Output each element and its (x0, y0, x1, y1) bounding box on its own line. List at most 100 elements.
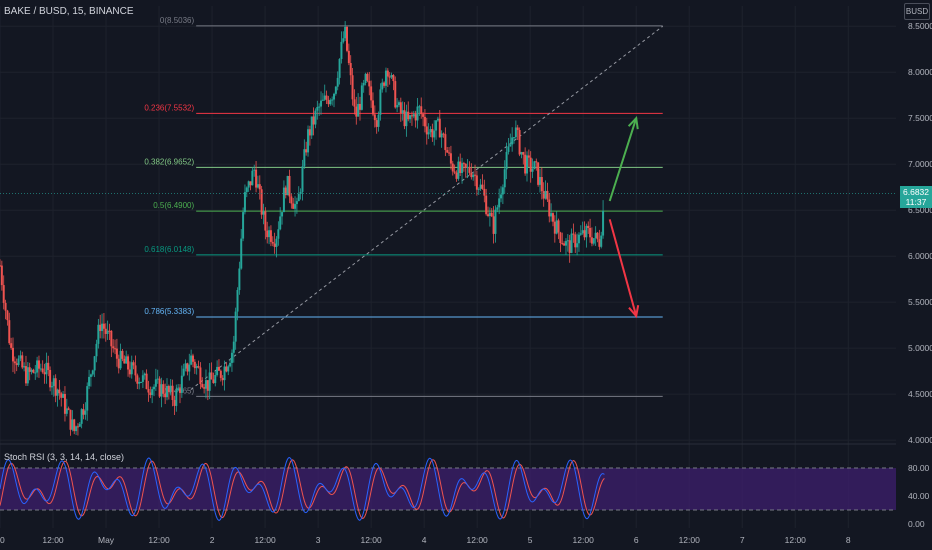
candle-body (334, 86, 337, 94)
candle-body (236, 290, 239, 312)
price-unit-label[interactable]: BUSD (904, 3, 930, 20)
candle-body (525, 155, 528, 174)
candle-body (524, 154, 527, 174)
candle-body (184, 363, 187, 369)
candle-body (462, 163, 465, 165)
candle-body (262, 211, 265, 215)
candle-body (34, 372, 37, 374)
projection-arrows[interactable] (608, 116, 640, 319)
bar-countdown: 11:37 (905, 197, 927, 207)
time-tick-label: 12:00 (785, 535, 807, 545)
price-axis[interactable]: 8.5000 8.0000 7.5000 7.0000 6.5000 6.0000 5.50… (908, 21, 932, 529)
candle-body (284, 187, 287, 196)
candle-body (76, 426, 79, 428)
candle-body (294, 204, 297, 209)
candle-body (550, 213, 553, 217)
indicator-label[interactable]: Stoch RSI (3, 3, 14, 14, close) (4, 452, 125, 462)
candle-body (297, 193, 300, 202)
candle-body (310, 116, 313, 136)
candle-body (154, 379, 157, 387)
candle-body (392, 75, 395, 82)
time-tick-label: 12:00 (360, 535, 382, 545)
candle-body (50, 386, 53, 388)
candle-body (457, 161, 460, 179)
price-tick-label: 5.5000 (908, 297, 932, 307)
candle-body (333, 93, 336, 100)
candle-body (403, 110, 406, 127)
candle-body (58, 389, 61, 394)
candle-body (327, 99, 330, 105)
candle-body (140, 381, 143, 383)
candle-body (177, 388, 180, 391)
price-tick-label: 6.0000 (908, 251, 932, 261)
candle-body (349, 63, 352, 76)
candle-body (47, 362, 50, 370)
candle-body (238, 268, 241, 291)
candle-body (227, 366, 230, 372)
candle-body (19, 355, 22, 359)
candle-body (84, 410, 87, 415)
candle-body (0, 265, 3, 286)
candle-body (572, 233, 575, 235)
time-tick-label: 12:00 (148, 535, 170, 545)
candle-body (407, 111, 410, 120)
candle-body (344, 26, 347, 39)
fib-level-label: 0.382(6.9652) (144, 157, 194, 166)
candle-body (466, 167, 469, 169)
candle-body (555, 220, 558, 234)
candle-body (37, 360, 40, 369)
candle-body (130, 362, 133, 375)
candle-body (538, 177, 541, 185)
time-axis[interactable]: 30 12:00 May 12:00 2 12:00 3 12:00 4 12:00 5 12:00 6… (0, 535, 851, 545)
candle-body (88, 376, 91, 387)
candle-body (589, 227, 592, 238)
symbol-title[interactable]: BAKE / BUSD, 15, BINANCE (4, 6, 134, 17)
candle-body (577, 234, 580, 244)
candle-body (290, 196, 293, 204)
candle-body (470, 172, 473, 178)
candle-body (566, 240, 569, 242)
candle-body (143, 373, 146, 376)
candle-body (381, 82, 384, 90)
candle-body (423, 116, 426, 127)
candle-body (388, 76, 391, 78)
candle-body (537, 162, 540, 185)
candle-body (166, 385, 169, 398)
candle-body (127, 356, 130, 370)
price-tick-label: 8.0000 (908, 67, 932, 77)
candle-body (448, 152, 451, 154)
candle-body (158, 378, 161, 397)
stoch-tick-label: 40.00 (908, 491, 930, 501)
candle-body (62, 393, 65, 398)
candle-body (223, 366, 226, 381)
candle-body (195, 366, 198, 369)
candle-body (455, 172, 458, 179)
candle-body (501, 187, 504, 195)
fib-retracement[interactable]: 0(8.5036) 0.236(7.5532) 0.382(6.9652) 0.5(6… (144, 16, 663, 397)
candle-body (269, 230, 272, 242)
candle-body (340, 41, 343, 60)
candle-body (305, 149, 308, 153)
candle-body (225, 366, 228, 372)
price-tick-label: 7.0000 (908, 159, 932, 169)
candle-body (442, 133, 445, 135)
candle-body (138, 381, 141, 384)
candle-body (232, 341, 235, 353)
candle-body (353, 99, 356, 107)
last-price-value: 6.6832 (903, 187, 929, 197)
candle-body (396, 105, 399, 108)
candle-body (110, 330, 113, 347)
candle-body (80, 409, 83, 424)
candle-body (156, 378, 159, 380)
candle-body (97, 324, 100, 344)
candle-body (527, 155, 530, 158)
fib-level-label: 0.786(5.3383) (144, 307, 194, 316)
candle-body (121, 350, 124, 359)
candle-body (394, 81, 397, 108)
candle-body (151, 389, 154, 396)
candle-body (219, 370, 222, 378)
candle-body (101, 323, 104, 332)
candle-body (384, 70, 387, 86)
candle-body (312, 116, 315, 125)
candle-body (596, 232, 599, 240)
